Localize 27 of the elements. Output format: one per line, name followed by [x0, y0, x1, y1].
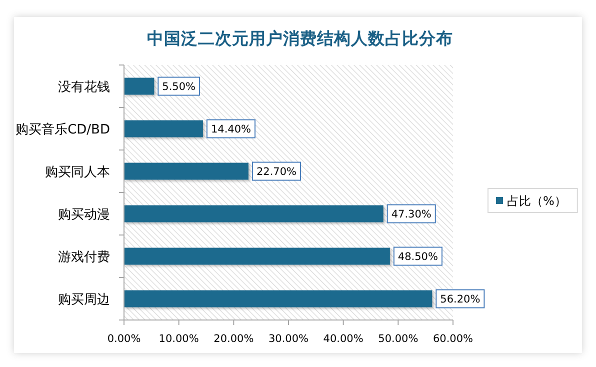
x-tick-label: 10.00% — [158, 333, 199, 345]
bar — [124, 78, 154, 95]
data-label: 48.50% — [398, 251, 438, 264]
y-tick-label: 购买同人本 — [45, 164, 110, 180]
data-label: 56.20% — [440, 294, 480, 306]
y-tick-label: 没有花钱 — [58, 80, 110, 95]
data-label: 5.50% — [162, 81, 196, 94]
y-tick-label: 购买动漫 — [58, 207, 110, 222]
x-tick-label: 30.00% — [268, 333, 309, 345]
y-tick-label: 游戏付费 — [58, 250, 110, 265]
x-tick-label: 50.00% — [378, 333, 418, 345]
bar — [124, 290, 432, 308]
bar — [124, 162, 248, 180]
data-label: 14.40% — [210, 124, 252, 136]
y-tick-label: 购买音乐CD/BD — [16, 122, 110, 138]
data-label: 47.30% — [391, 208, 432, 221]
x-tick-label: 0.00% — [107, 333, 141, 345]
x-tick-label: 60.00% — [432, 333, 474, 345]
legend-label: 占比（%） — [507, 194, 566, 208]
chart-title: 中国泛二次元用户消费结构人数占比分布 — [147, 29, 453, 48]
x-tick-label: 40.00% — [323, 333, 364, 345]
data-label: 22.70% — [256, 166, 297, 178]
x-tick-label: 20.00% — [214, 333, 254, 345]
bar — [124, 205, 384, 222]
y-tick-label: 购买周边 — [58, 292, 110, 308]
bar — [124, 248, 390, 265]
bar — [124, 120, 203, 138]
